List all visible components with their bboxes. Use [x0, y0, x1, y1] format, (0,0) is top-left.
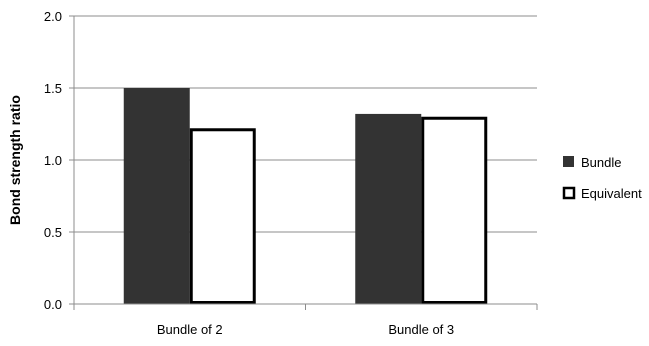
legend-label-bundle: Bundle	[581, 155, 621, 170]
y-tick-label: 1.5	[44, 81, 62, 96]
legend-swatch-equivalent	[562, 186, 576, 200]
legend-label-equivalent: Equivalent	[581, 186, 642, 201]
bars	[123, 88, 488, 304]
bar-bundle	[355, 113, 422, 304]
legend: Bundle Equivalent	[562, 155, 642, 201]
bar-equivalent	[189, 128, 256, 304]
bar-bundle	[123, 88, 190, 304]
y-axis-label: Bond strength ratio	[7, 95, 23, 225]
bar-equivalent	[421, 116, 488, 304]
y-tick-label: 0.5	[44, 225, 62, 240]
y-tick-label: 2.0	[44, 9, 62, 24]
y-tick-label: 0.0	[44, 297, 62, 312]
y-tick-label: 1.0	[44, 153, 62, 168]
axes	[69, 15, 538, 310]
legend-swatch-bundle	[563, 156, 574, 167]
x-tick-label: Bundle of 2	[157, 322, 223, 337]
tick-labels: 0.0 0.5 1.0 1.5 2.0 Bundle of 2 Bundle of 3	[44, 9, 454, 337]
x-tick-label: Bundle of 3	[388, 322, 454, 337]
